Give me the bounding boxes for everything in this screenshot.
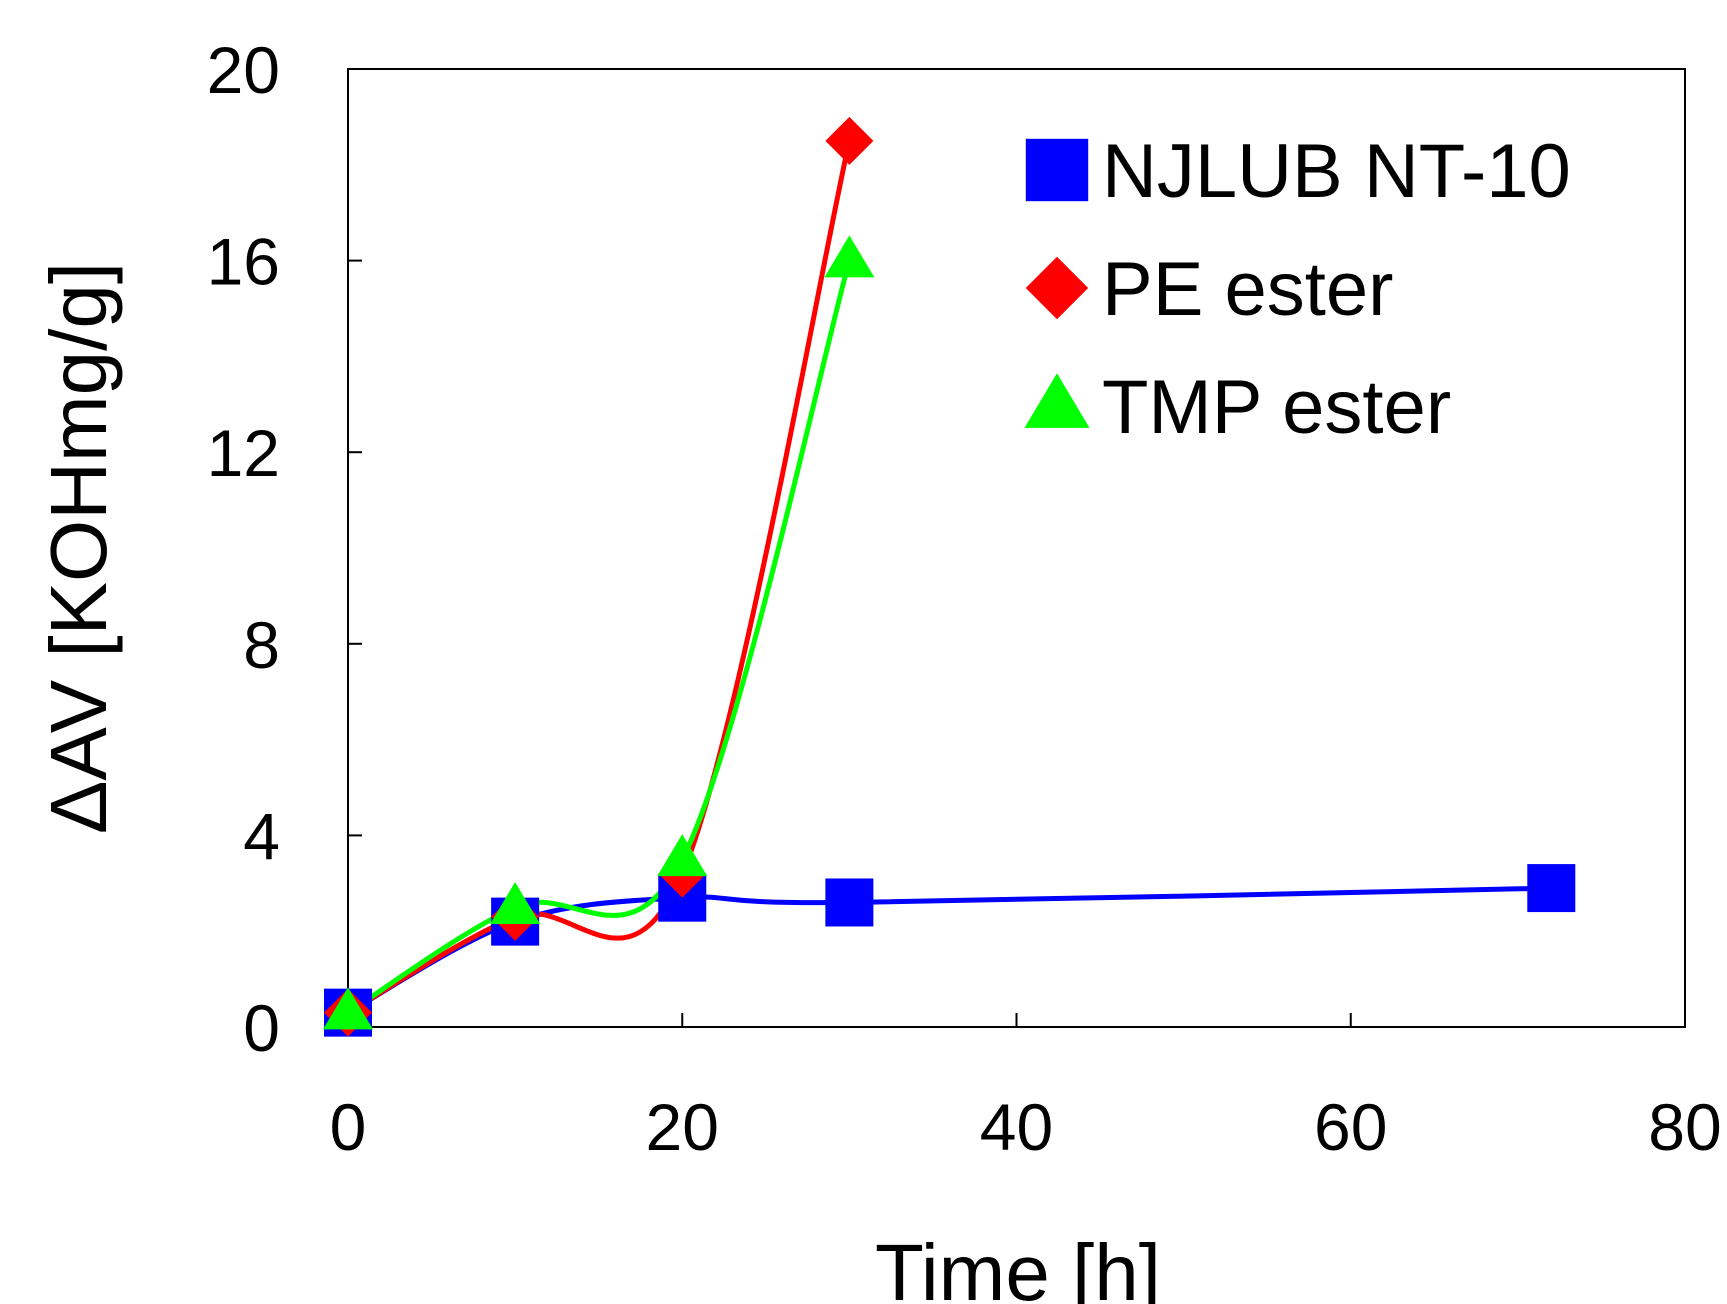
series-markers <box>323 116 1576 1037</box>
x-tick-label: 0 <box>330 1090 367 1164</box>
data-point-series-3 <box>323 987 373 1030</box>
y-tick-label: 20 <box>207 33 280 107</box>
legend: NJLUB NT-10 PE ester TMP ester <box>1024 129 1571 450</box>
y-tick-label: 16 <box>207 225 280 299</box>
y-tick-label: 4 <box>243 799 280 873</box>
x-axis-ticks: 0 20 40 60 80 <box>330 1013 1722 1164</box>
legend-marker-3 <box>1024 373 1090 428</box>
legend-marker-1 <box>1025 138 1089 202</box>
x-axis-label: Time [h] <box>875 1228 1161 1304</box>
x-tick-label: 40 <box>980 1090 1053 1164</box>
legend-label-3: TMP ester <box>1102 365 1451 450</box>
data-point-series-3 <box>657 834 708 877</box>
x-tick-label: 20 <box>646 1090 719 1164</box>
x-tick-label: 60 <box>1314 1090 1387 1164</box>
legend-label-2: PE ester <box>1102 247 1393 332</box>
data-point-series-1 <box>825 878 874 927</box>
y-axis-ticks: 0 4 8 12 16 20 <box>207 33 362 1065</box>
y-tick-label: 0 <box>243 991 280 1065</box>
data-point-series-3 <box>824 235 875 278</box>
legend-label-1: NJLUB NT-10 <box>1102 129 1571 214</box>
plot-area <box>347 68 1686 1028</box>
y-tick-label: 8 <box>243 608 280 682</box>
legend-marker-2 <box>1025 256 1089 320</box>
y-tick-label: 12 <box>207 416 280 490</box>
x-tick-label: 80 <box>1648 1090 1721 1164</box>
data-point-series-3 <box>490 882 541 925</box>
data-point-series-1 <box>1527 864 1576 913</box>
series-line-3 <box>346 259 852 1015</box>
data-point-series-2 <box>825 116 874 165</box>
y-axis-label: ΔAV [KOHmg/g] <box>34 262 123 834</box>
